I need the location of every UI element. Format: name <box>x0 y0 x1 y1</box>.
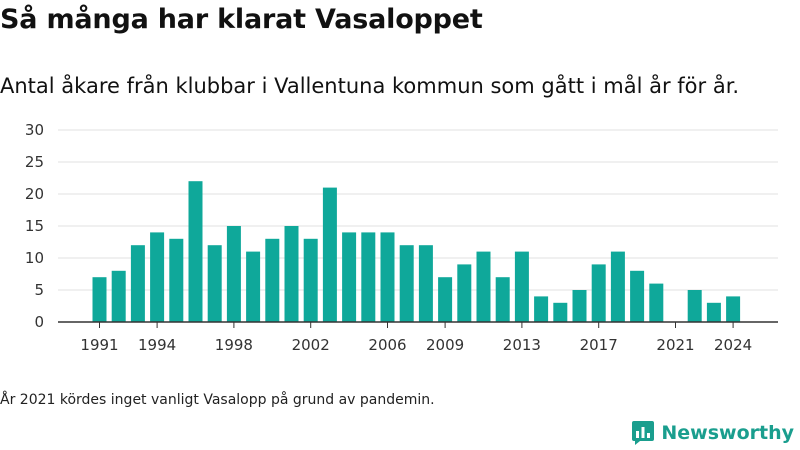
bar-2011 <box>476 251 491 322</box>
bar-1998 <box>226 226 241 322</box>
x-tick-label: 2002 <box>292 336 330 354</box>
x-tick-label: 2006 <box>368 336 406 354</box>
y-axis-tick-labels: 0 5 10 15 20 25 30 <box>25 121 44 331</box>
y-tick-label: 30 <box>25 121 44 139</box>
bar-2003 <box>322 187 337 322</box>
y-tick-label: 0 <box>34 313 44 331</box>
bar-1991 <box>92 277 107 322</box>
bar-2014 <box>534 296 549 322</box>
brand: Newsworthy <box>631 420 794 446</box>
bar-1997 <box>207 245 222 322</box>
bar-2000 <box>265 238 280 322</box>
grid-lines <box>58 129 778 291</box>
x-tick-label: 1991 <box>80 336 118 354</box>
bar-2020 <box>649 283 664 322</box>
bar-1994 <box>150 232 165 322</box>
x-tick-label: 1998 <box>215 336 253 354</box>
bar-1993 <box>130 245 145 322</box>
bar-2004 <box>342 232 357 322</box>
x-tick-label: 2009 <box>426 336 464 354</box>
bar-1995 <box>169 238 184 322</box>
x-tick-label: 2017 <box>580 336 618 354</box>
bar-1999 <box>246 251 261 322</box>
chart-subtitle: Antal åkare från klubbar i Vallentuna ko… <box>0 74 740 98</box>
bar-2001 <box>284 226 299 322</box>
x-axis: 1991 1994 1998 2002 2006 2009 2013 2017 2021 2024 <box>58 321 778 354</box>
bar-2017 <box>591 264 606 322</box>
bar-2010 <box>457 264 472 322</box>
y-tick-label: 10 <box>25 249 44 267</box>
y-tick-label: 20 <box>25 185 44 203</box>
bar-2024 <box>726 296 741 322</box>
y-tick-label: 25 <box>25 153 44 171</box>
x-tick-label: 2013 <box>503 336 541 354</box>
bar-2006 <box>380 232 395 322</box>
x-tick-label: 2024 <box>714 336 752 354</box>
bar-2012 <box>495 277 510 322</box>
bar-2022 <box>687 290 702 322</box>
bar-1992 <box>111 270 126 322</box>
brand-name: Newsworthy <box>661 422 794 444</box>
bar-2013 <box>514 251 529 322</box>
bar-2019 <box>630 270 645 322</box>
newsworthy-logo-icon <box>632 421 655 445</box>
bar-2018 <box>610 251 625 322</box>
bar-2023 <box>706 302 721 322</box>
footnote: År 2021 kördes inget vanligt Vasalopp på… <box>0 392 435 408</box>
bar-2016 <box>572 290 587 322</box>
x-tick-label: 1994 <box>138 336 176 354</box>
bar-2005 <box>361 232 376 322</box>
bar-2002 <box>303 238 318 322</box>
chart-title: Så många har klarat Vasaloppet <box>0 4 483 35</box>
bar-chart: 0 5 10 15 20 25 30 1991 1994 1998 2002 2006 2009 201… <box>25 121 778 354</box>
bar-2007 <box>399 245 414 322</box>
bar-2009 <box>438 277 453 322</box>
y-tick-label: 5 <box>34 281 44 299</box>
bars <box>92 181 741 322</box>
bar-1996 <box>188 181 203 322</box>
x-tick-label: 2021 <box>656 336 694 354</box>
bar-2008 <box>418 245 433 322</box>
y-tick-label: 15 <box>25 217 44 235</box>
bar-2015 <box>553 302 568 322</box>
